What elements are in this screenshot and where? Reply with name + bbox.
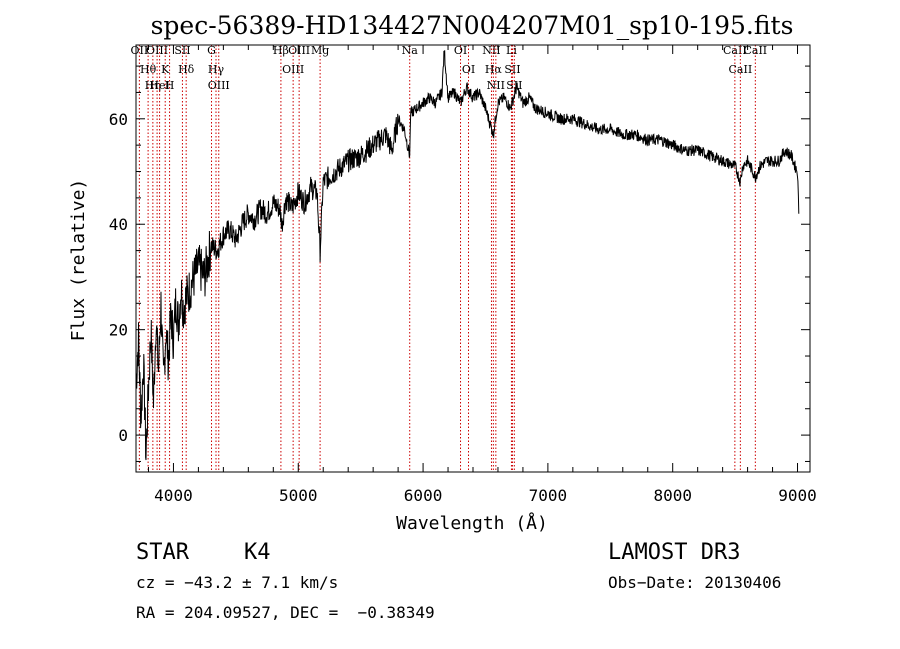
x-tick-label: 8000 <box>653 486 692 505</box>
line-marker-label: OI <box>462 63 475 76</box>
object-subclass: K4 <box>244 540 271 565</box>
redshift-line: cz = −43.2 ± 7.1 km/s <box>136 573 339 592</box>
plot-frame <box>135 44 811 473</box>
y-axis-label: Flux (relative) <box>68 179 89 342</box>
object-class: STAR <box>136 540 189 565</box>
line-marker-label: NII <box>482 44 500 57</box>
line-marker-label: H <box>165 79 175 92</box>
spectrum-series <box>135 50 800 461</box>
line-marker-label: CaII <box>723 44 747 57</box>
line-marker-label: OIII <box>146 44 168 57</box>
line-marker-label: G <box>207 44 216 57</box>
line-marker-label: Hη <box>145 79 161 92</box>
line-marker-label: HeI <box>149 79 169 92</box>
line-marker-label: Hβ <box>273 44 289 57</box>
survey-name: LAMOST DR3 <box>608 540 741 565</box>
line-marker-label: SII <box>174 44 190 57</box>
line-marker-label: Li <box>506 44 517 57</box>
line-marker-label: OIII <box>288 44 310 57</box>
y-tick-label: 0 <box>118 426 128 445</box>
line-marker-label: Hδ <box>178 63 195 76</box>
y-tick-label: 40 <box>109 215 128 234</box>
y-tick-label: 60 <box>109 110 128 129</box>
line-marker-label: SII <box>506 79 522 92</box>
y-axis-ticks: 0 20 40 60 <box>109 65 810 462</box>
line-marker-label: Hα <box>485 63 503 76</box>
line-marker-label: OI <box>454 44 467 57</box>
x-tick-label: 6000 <box>404 486 443 505</box>
line-marker-label: SII <box>504 63 520 76</box>
x-tick-label: 5000 <box>279 486 318 505</box>
y-tick-label: 20 <box>109 321 128 340</box>
x-axis-ticks: 4000 5000 6000 7000 8000 9000 <box>147 45 817 505</box>
line-marker-label: OIII <box>282 63 304 76</box>
coordinates: RA = 204.09527, DEC = −0.38349 <box>136 603 435 622</box>
chart-title: spec-56389-HD134427N004207M01_sp10-195.f… <box>151 11 794 40</box>
x-axis-label: Wavelength (Å) <box>396 512 548 534</box>
line-marker-label: Na <box>402 44 419 57</box>
x-tick-label: 7000 <box>529 486 568 505</box>
line-marker-label: Hθ <box>140 63 157 76</box>
line-marker-label: OIII <box>208 79 230 92</box>
line-marker-label: CaII <box>729 63 753 76</box>
line-marker-label: K <box>161 63 170 76</box>
line-marker-label: Mg <box>311 44 329 57</box>
line-marker-label: NII <box>487 79 505 92</box>
line-marker-label: Hγ <box>208 63 225 76</box>
line-marker-label: CaII <box>743 44 767 57</box>
x-tick-label: 9000 <box>778 486 817 505</box>
spectrum-line <box>135 50 800 461</box>
line-marker-label: OII <box>131 44 149 57</box>
x-tick-label: 4000 <box>154 486 193 505</box>
obs-date: Obs−Date: 20130406 <box>608 573 782 592</box>
